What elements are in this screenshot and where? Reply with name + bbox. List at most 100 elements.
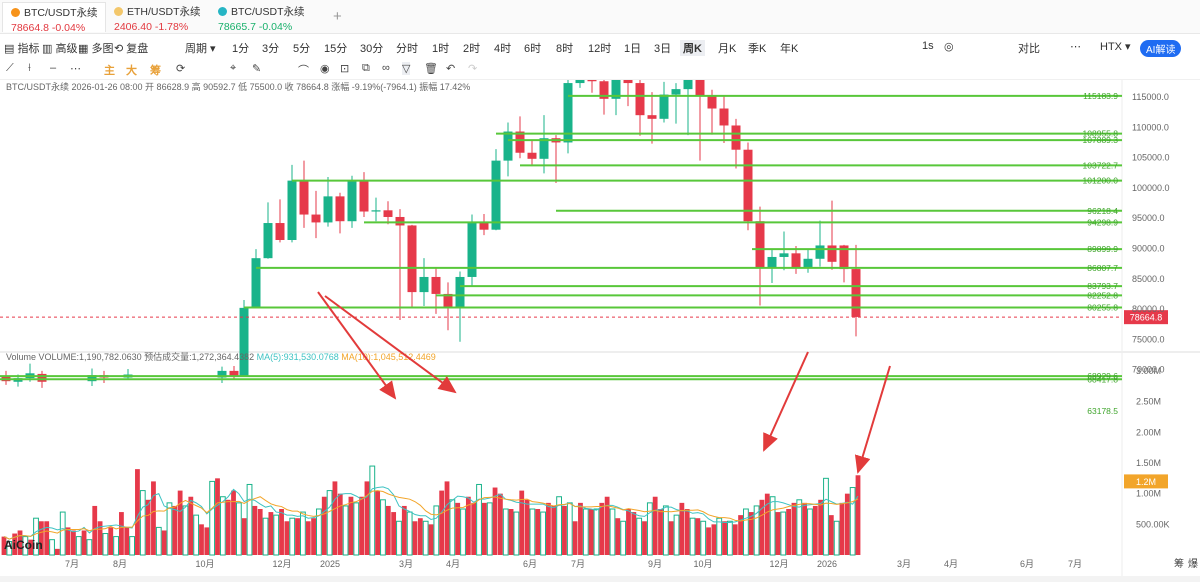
- refresh-icon[interactable]: ⟳: [176, 63, 186, 75]
- volume-bar-57: [305, 521, 311, 555]
- interval-1[interactable]: 3分: [262, 43, 280, 55]
- candle-body-26: [443, 293, 453, 308]
- price-chart[interactable]: BTC/USDT永续 2026-01-26 08:00 开 86628.9 高 …: [0, 80, 1200, 576]
- volume-bar-117: [626, 509, 631, 555]
- interval-7[interactable]: 2时: [463, 43, 481, 55]
- volume-bar-16: [86, 539, 93, 556]
- link-icon[interactable]: ∞: [382, 62, 390, 74]
- camera-icon[interactable]: ◎: [944, 41, 954, 53]
- add-tab-icon[interactable]: +: [333, 8, 342, 25]
- undo-icon[interactable]: ↶: [446, 63, 456, 75]
- interval-3[interactable]: 15分: [324, 43, 348, 55]
- tab-btc-usdt-perp[interactable]: BTC/USDT永续 78664.8 -0.04%: [2, 2, 106, 34]
- volume-bar-111: [593, 508, 600, 556]
- lock-icon[interactable]: ⊡: [340, 63, 350, 75]
- candle-body-53: [767, 256, 777, 269]
- replay-button[interactable]: ⟲ 复盘: [114, 43, 149, 55]
- interval-6[interactable]: 1时: [432, 43, 450, 55]
- volume-bar-123: [658, 509, 663, 555]
- candle-body-16: [323, 196, 333, 223]
- multi-chart-button[interactable]: ▦ 多图: [78, 43, 114, 55]
- hline-tool-icon[interactable]: ‒: [50, 62, 57, 74]
- volume-bar-5: [28, 539, 34, 555]
- volume-bar-14: [75, 536, 82, 556]
- interval-12[interactable]: 1日: [624, 43, 642, 55]
- interval-11[interactable]: 12时: [588, 43, 612, 55]
- volume-axis-label-2: 2.00M: [1136, 427, 1161, 437]
- volume-bar-122: [652, 496, 658, 555]
- layer-icon[interactable]: ⧉: [362, 62, 370, 74]
- interval-2[interactable]: 5分: [293, 43, 311, 55]
- advanced-button[interactable]: ▥ 高级: [42, 43, 78, 55]
- price-axis-label-2: 105000.0: [1132, 153, 1170, 163]
- tab-eth-usdt-perp[interactable]: ETH/USDT永续 2406.40 -1.78%: [106, 2, 208, 33]
- big-order-toggle[interactable]: 大: [126, 65, 137, 77]
- volume-bar-60: [321, 496, 327, 555]
- interval-16[interactable]: 季K: [748, 43, 767, 55]
- filter-icon[interactable]: ▽: [402, 62, 411, 75]
- volume-bar-15: [81, 530, 87, 555]
- compare-button[interactable]: 对比: [1018, 43, 1040, 55]
- more-icon[interactable]: ⋯: [1070, 41, 1081, 53]
- volume-bar-22: [119, 512, 124, 555]
- tab-btc-usdt-perp-2[interactable]: BTC/USDT永续 78665.7 -0.04%: [210, 2, 314, 33]
- annotation-arrow-3: [854, 365, 891, 474]
- volume-bar-101: [540, 511, 546, 556]
- magnet-icon[interactable]: ⌒: [298, 65, 309, 77]
- tab-price: 78664.8: [11, 22, 49, 34]
- volume-bar-28: [151, 481, 156, 555]
- candle-body-38: [587, 80, 597, 82]
- price-axis-label-8: 75000.0: [1132, 334, 1165, 344]
- exchange-select[interactable]: HTX ▾: [1100, 41, 1131, 53]
- channel-tool-icon[interactable]: ⋯: [70, 63, 81, 75]
- volume-current-tag: [1124, 474, 1168, 489]
- price-axis-label-0: 115000.0: [1132, 92, 1169, 102]
- indicator-button[interactable]: ▤ 指标: [4, 43, 40, 55]
- main-chart-toggle[interactable]: 主: [104, 65, 115, 77]
- volume-bar-154: [823, 477, 829, 556]
- volume-bar-21: [113, 536, 119, 556]
- volume-bar-61: [326, 490, 333, 556]
- volume-bar-48: [257, 509, 263, 555]
- interval-4[interactable]: 30分: [360, 43, 384, 55]
- x-axis-label-9: 9月: [648, 559, 662, 569]
- tab-bar: BTC/USDT永续 78664.8 -0.04% ETH/USDT永续 240…: [0, 0, 1200, 34]
- volume-bar-1: [6, 541, 13, 556]
- volume-bar-70: [375, 490, 381, 555]
- interval-15[interactable]: 月K: [718, 43, 737, 55]
- interval-9[interactable]: 6时: [524, 43, 542, 55]
- interval-17[interactable]: 年K: [780, 43, 799, 55]
- level-label-9: 83793.7: [1087, 281, 1118, 291]
- interval-14[interactable]: 周K: [680, 40, 705, 56]
- eye-icon[interactable]: ◉: [320, 63, 330, 75]
- level-label-2: 107889.3: [1083, 135, 1119, 145]
- trash-icon[interactable]: 🗑: [424, 63, 438, 75]
- x-axis-label-4: 2025: [320, 559, 340, 569]
- interval-0[interactable]: 1分: [232, 43, 250, 55]
- volume-bar-91: [486, 502, 493, 556]
- interval-13[interactable]: 3日: [654, 43, 672, 55]
- ray-tool-icon[interactable]: ⟊: [28, 62, 31, 74]
- interval-10[interactable]: 8时: [556, 43, 574, 55]
- volume-bar-69: [369, 465, 376, 556]
- cursor-icon[interactable]: ⌖: [230, 62, 237, 74]
- candle-body-46: [683, 80, 693, 90]
- ruler-icon[interactable]: ✎: [252, 63, 262, 75]
- volume-bar-19: [102, 533, 109, 556]
- tab-change: -1.78%: [154, 21, 189, 33]
- interval-8[interactable]: 4时: [494, 43, 512, 55]
- redo-icon[interactable]: ↷: [468, 63, 478, 75]
- period-button[interactable]: 周期 ▾: [185, 43, 216, 55]
- ai-analysis-button[interactable]: AI解读: [1140, 40, 1182, 57]
- level-label-14: 63178.5: [1087, 406, 1118, 416]
- volume-bar-53: [284, 521, 290, 555]
- volume-bar-0: [1, 536, 7, 555]
- line-tool-icon[interactable]: ⟋: [6, 62, 14, 74]
- price-axis-label-5: 90000.0: [1132, 243, 1165, 253]
- volume-axis-label-5: 500.00K: [1136, 519, 1170, 529]
- volume-bar-8: [44, 521, 50, 555]
- x-axis-label-15: 6月: [1020, 559, 1034, 569]
- speed-button[interactable]: 1s: [922, 40, 934, 52]
- interval-5[interactable]: 分时: [396, 43, 418, 55]
- chip-toggle[interactable]: 筹: [150, 65, 161, 77]
